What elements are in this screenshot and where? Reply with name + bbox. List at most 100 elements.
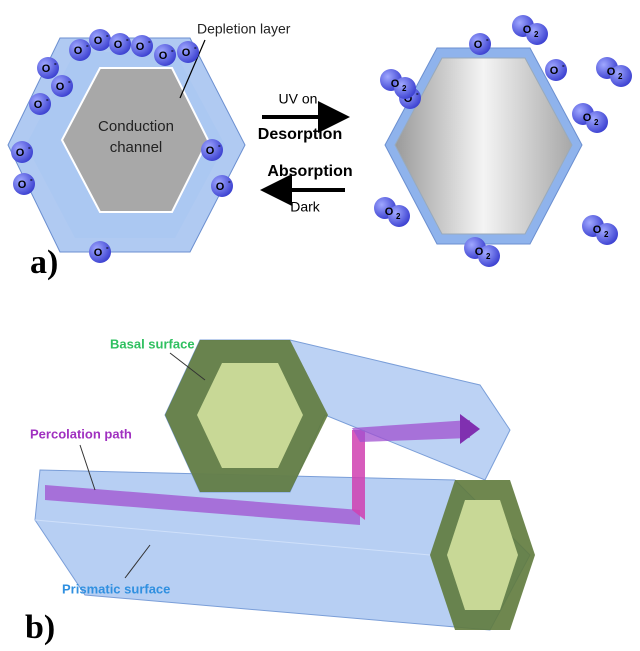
desorption-label: Desorption (258, 126, 342, 143)
ion-charge: - (86, 41, 89, 50)
basal-inner (197, 363, 303, 468)
ion-ball (131, 35, 153, 57)
ion-symbol: O (159, 50, 168, 62)
ion-symbol: O (216, 181, 225, 193)
gas-subscript: 2 (402, 84, 407, 93)
ion: O- (109, 33, 131, 55)
ion-charge: - (68, 77, 71, 86)
percolation-riser (352, 430, 365, 520)
pointer (179, 39, 206, 99)
ion-ball (469, 33, 491, 55)
ion: O- (13, 173, 35, 195)
panel-label: b) (25, 609, 55, 646)
gas-symbol: O (583, 112, 592, 124)
gas-subscript: 2 (618, 72, 623, 81)
gas-symbol: O (391, 78, 400, 90)
gas-subscript: 2 (604, 230, 609, 239)
gas-symbol: O (385, 206, 394, 218)
atom (586, 111, 608, 133)
ion-charge: - (54, 59, 57, 68)
percolation-upper (352, 420, 470, 442)
ion-charge: - (562, 61, 565, 70)
edge (34, 519, 431, 556)
gas-symbol: O (523, 24, 532, 36)
conduction-label: Conduction (98, 118, 174, 135)
ion: O- (29, 93, 51, 115)
atom (478, 245, 500, 267)
ion-ball (51, 75, 73, 97)
ion: O- (37, 57, 59, 79)
gas-symbol: O (607, 66, 616, 78)
ion-charge: - (416, 89, 419, 98)
percolation-lower (45, 485, 360, 525)
ion-ball (201, 139, 223, 161)
ion-ball (154, 44, 176, 66)
ion: O- (201, 139, 223, 161)
ion-symbol: O (42, 63, 51, 75)
ion-symbol: O (474, 39, 483, 51)
ion-ball (211, 175, 233, 197)
panel-a: Conduction channel Depletion layer UV on… (7, 15, 632, 281)
atom (526, 23, 548, 45)
pointer (124, 544, 151, 579)
ion-symbol: O (182, 47, 191, 59)
ion-ball (89, 29, 111, 51)
gas-subscript: 2 (594, 118, 599, 127)
arrow-head (460, 414, 480, 444)
panel-b: Basal surface Percolation path Prismatic… (25, 336, 535, 646)
depletion-label: Depletion layer (197, 21, 291, 37)
ion-symbol: O (18, 179, 27, 191)
ion: O- (51, 75, 73, 97)
ion-ball (109, 33, 131, 55)
ion-symbol: O (206, 145, 215, 157)
ion-charge: - (228, 177, 231, 186)
ion-ball (13, 173, 35, 195)
channel-label: channel (110, 139, 163, 156)
dark-label: Dark (290, 199, 321, 215)
percolation-label: Percolation path (30, 426, 132, 441)
ion-symbol: O (550, 65, 559, 77)
ion-charge: - (28, 143, 31, 152)
ion-charge: - (148, 37, 151, 46)
gas-subscript: 2 (534, 30, 539, 39)
ion-ball (545, 59, 567, 81)
ion-symbol: O (16, 147, 25, 159)
ion: O- (131, 35, 153, 57)
ion-charge: - (218, 141, 221, 150)
ion-charge: - (486, 35, 489, 44)
ion: O- (69, 39, 91, 61)
ion-ball (69, 39, 91, 61)
wire-core (394, 57, 573, 235)
ion-ball (89, 241, 111, 263)
ion: O- (11, 141, 33, 163)
ion: O- (89, 29, 111, 51)
ion-symbol: O (404, 93, 413, 105)
ion: O- (177, 41, 199, 63)
pointer (79, 444, 96, 491)
ion-symbol: O (34, 99, 43, 111)
ion-ball (177, 41, 199, 63)
ion-ball (11, 141, 33, 163)
gas-subscript: 2 (396, 212, 401, 221)
ion-charge: - (30, 175, 33, 184)
gas-subscript: 2 (486, 252, 491, 261)
gas-symbol: O (593, 224, 602, 236)
atom (610, 65, 632, 87)
ion-symbol: O (94, 35, 103, 47)
ion-charge: - (106, 243, 109, 252)
conduction-hexagon (60, 67, 210, 213)
ion-charge: - (106, 31, 109, 40)
absorption-label: Absorption (267, 163, 352, 180)
ion-symbol: O (56, 81, 65, 93)
ion: O- (469, 33, 491, 55)
ion: O- (89, 241, 111, 263)
panel-label: a) (30, 244, 58, 281)
ion-symbol: O (114, 39, 123, 51)
ion: O- (211, 175, 233, 197)
